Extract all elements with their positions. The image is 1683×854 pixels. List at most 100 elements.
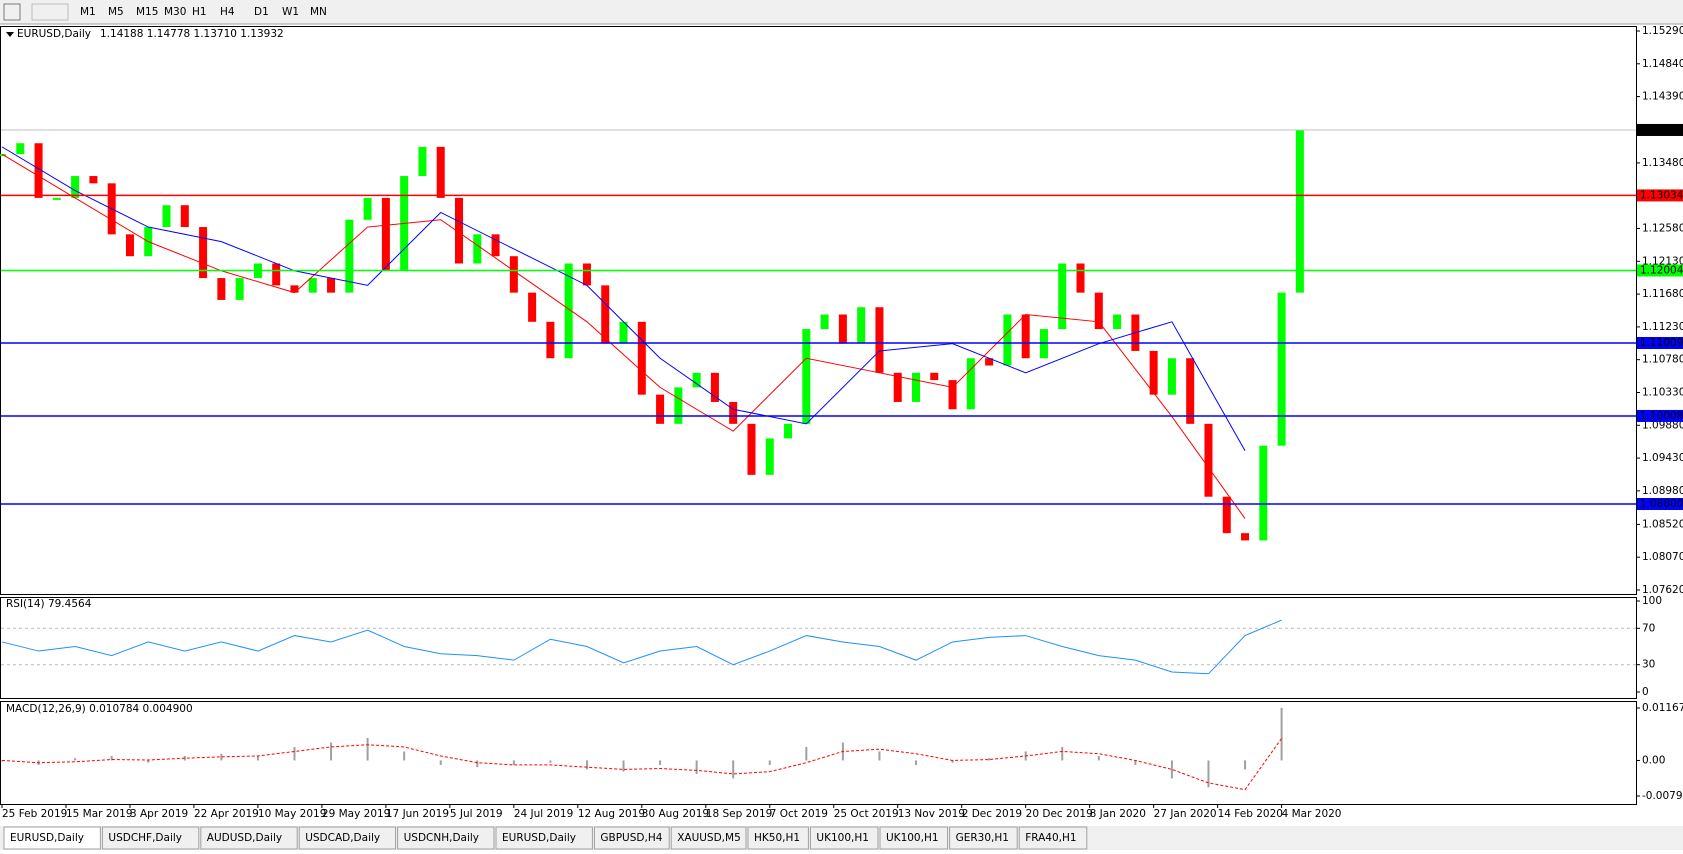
period-button[interactable]: M15 — [136, 6, 158, 18]
macd-bar — [476, 760, 479, 768]
level-label-bg — [1637, 337, 1683, 350]
candle — [1259, 445, 1268, 541]
y-tick-label: 0 — [1642, 686, 1649, 698]
macd-bar — [330, 742, 333, 761]
x-tick-label: 25 Oct 2019 — [834, 808, 899, 820]
candle — [272, 263, 281, 286]
y-tick-label: 1.10780 — [1642, 354, 1683, 366]
tab[interactable] — [298, 826, 397, 850]
x-tick-label: 7 Oct 2019 — [770, 808, 828, 820]
macd-bar — [512, 760, 515, 765]
candle — [802, 329, 811, 424]
tab[interactable] — [593, 826, 670, 850]
y-tick-label: 1.13480 — [1642, 157, 1683, 169]
level-label: 1.10008 — [1640, 410, 1683, 422]
x-tick-label: 27 Jan 2020 — [1154, 808, 1217, 820]
macd-panel — [0, 701, 1637, 805]
y-tick-label: 1.09430 — [1642, 452, 1683, 464]
candle — [528, 292, 537, 322]
candle — [345, 219, 354, 293]
period-button[interactable]: M30 — [164, 6, 186, 18]
macd-bar — [915, 760, 917, 765]
candle — [1058, 263, 1067, 330]
rsi-title: RSI(14) 79.4564 — [6, 598, 92, 610]
macd-bar — [1280, 707, 1283, 761]
toolbar-icon[interactable] — [3, 3, 21, 21]
tab-label: USDCAD,Daily — [305, 832, 380, 844]
tab[interactable] — [397, 826, 495, 850]
macd-bar — [1207, 760, 1210, 788]
candle — [948, 380, 957, 410]
tab-label: USDCHF,Daily — [108, 832, 182, 844]
period-button[interactable]: W1 — [282, 6, 299, 18]
macd-bar — [293, 746, 296, 761]
y-tick-label: 1.07620 — [1642, 584, 1683, 596]
y-tick-label: 1.15290 — [1642, 25, 1683, 37]
tab[interactable] — [809, 826, 879, 850]
macd-bar — [403, 751, 406, 761]
period-button[interactable]: D1 — [254, 6, 269, 18]
macd-bar — [805, 746, 808, 761]
tab[interactable] — [200, 826, 298, 850]
macd-signal — [1, 738, 1283, 791]
toolbar-icon[interactable] — [31, 3, 69, 21]
candle — [1149, 350, 1158, 395]
candle — [912, 372, 920, 402]
level-label: 1.12004 — [1640, 264, 1683, 276]
candle — [784, 423, 793, 439]
candle — [455, 197, 463, 264]
y-tick-label: 1.08070 — [1642, 551, 1683, 563]
tab[interactable] — [495, 826, 593, 850]
y-tick-label: 1.08520 — [1642, 518, 1683, 530]
x-tick-label: 15 Mar 2019 — [66, 808, 133, 820]
period-button[interactable]: H1 — [192, 6, 207, 18]
candle — [509, 256, 518, 293]
candle — [436, 146, 445, 198]
candle — [564, 263, 573, 359]
tab-label: FRA40,H1 — [1025, 832, 1076, 844]
macd-bar — [951, 760, 954, 763]
tab[interactable] — [101, 826, 200, 850]
candle — [1003, 314, 1012, 366]
candle — [546, 321, 555, 359]
tab-label: UK100,H1 — [886, 832, 939, 844]
period-button[interactable]: H4 — [220, 6, 235, 18]
macd-bar — [1170, 760, 1173, 779]
candle — [1113, 314, 1122, 330]
tab-label: EURUSD,Daily — [10, 832, 84, 844]
macd-bar — [1061, 746, 1064, 761]
y-tick-label: 30 — [1642, 659, 1655, 671]
tab-label: GER30,H1 — [956, 832, 1009, 844]
candle — [692, 372, 701, 388]
period-button[interactable]: MN — [310, 6, 327, 18]
tab-label: UK100,H1 — [816, 832, 869, 844]
candle — [966, 358, 975, 410]
candle — [930, 372, 939, 381]
candle — [838, 314, 847, 344]
candle — [1021, 314, 1030, 359]
x-tick-label: 13 Nov 2019 — [898, 808, 965, 820]
tab[interactable] — [747, 826, 809, 850]
period-button[interactable]: M5 — [108, 6, 124, 18]
candle — [656, 394, 665, 424]
y-tick-label: 1.09880 — [1642, 419, 1683, 431]
candle — [1204, 423, 1213, 497]
tab[interactable] — [879, 826, 949, 850]
tab[interactable] — [670, 826, 747, 850]
candle — [601, 285, 610, 344]
macd-bar — [74, 758, 77, 761]
x-tick-label: 8 Jan 2020 — [1090, 808, 1146, 820]
x-tick-label: 5 Jul 2019 — [450, 808, 503, 820]
x-tick-label: 20 Dec 2019 — [1026, 808, 1093, 820]
toolbar — [0, 0, 1683, 24]
tab[interactable] — [3, 826, 101, 850]
rsi-line — [1, 619, 1282, 675]
tab-label: USDCNH,Daily — [404, 832, 479, 844]
macd-bar — [622, 760, 625, 772]
tab[interactable] — [949, 826, 1018, 850]
tab[interactable] — [1018, 826, 1088, 850]
macd-bar — [220, 753, 223, 761]
period-button[interactable]: M1 — [80, 6, 96, 18]
candle — [290, 285, 299, 293]
x-tick-label: 22 Apr 2019 — [194, 808, 259, 820]
